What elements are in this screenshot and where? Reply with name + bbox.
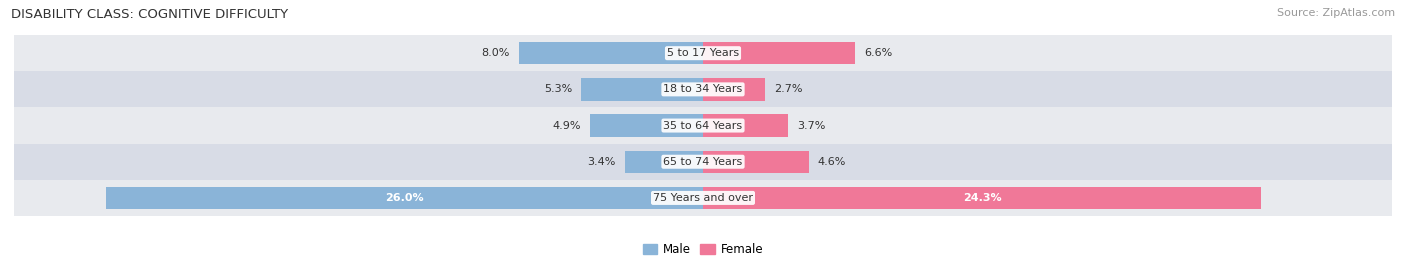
Bar — [703, 78, 765, 101]
Bar — [591, 114, 703, 137]
Text: DISABILITY CLASS: COGNITIVE DIFFICULTY: DISABILITY CLASS: COGNITIVE DIFFICULTY — [11, 8, 288, 21]
Text: 3.7%: 3.7% — [797, 120, 825, 131]
Bar — [519, 42, 703, 65]
Text: Source: ZipAtlas.com: Source: ZipAtlas.com — [1277, 8, 1395, 18]
Text: 18 to 34 Years: 18 to 34 Years — [664, 84, 742, 94]
Bar — [703, 150, 808, 173]
Text: 35 to 64 Years: 35 to 64 Years — [664, 120, 742, 131]
Bar — [703, 187, 1261, 209]
Bar — [14, 35, 1392, 71]
Text: 65 to 74 Years: 65 to 74 Years — [664, 157, 742, 167]
Text: 26.0%: 26.0% — [385, 193, 423, 203]
Bar — [14, 71, 1392, 107]
Text: 6.6%: 6.6% — [863, 48, 891, 58]
Text: 3.4%: 3.4% — [588, 157, 616, 167]
Bar — [105, 187, 703, 209]
Text: 75 Years and over: 75 Years and over — [652, 193, 754, 203]
Bar — [581, 78, 703, 101]
Text: 4.6%: 4.6% — [818, 157, 846, 167]
Bar — [14, 180, 1392, 216]
Bar — [703, 114, 787, 137]
Legend: Male, Female: Male, Female — [638, 238, 768, 261]
Text: 24.3%: 24.3% — [963, 193, 1001, 203]
Text: 5.3%: 5.3% — [544, 84, 572, 94]
Bar — [703, 42, 855, 65]
Text: 8.0%: 8.0% — [482, 48, 510, 58]
Text: 4.9%: 4.9% — [553, 120, 581, 131]
Text: 5 to 17 Years: 5 to 17 Years — [666, 48, 740, 58]
Bar — [14, 107, 1392, 144]
Text: 2.7%: 2.7% — [775, 84, 803, 94]
Bar — [624, 150, 703, 173]
Bar — [14, 144, 1392, 180]
